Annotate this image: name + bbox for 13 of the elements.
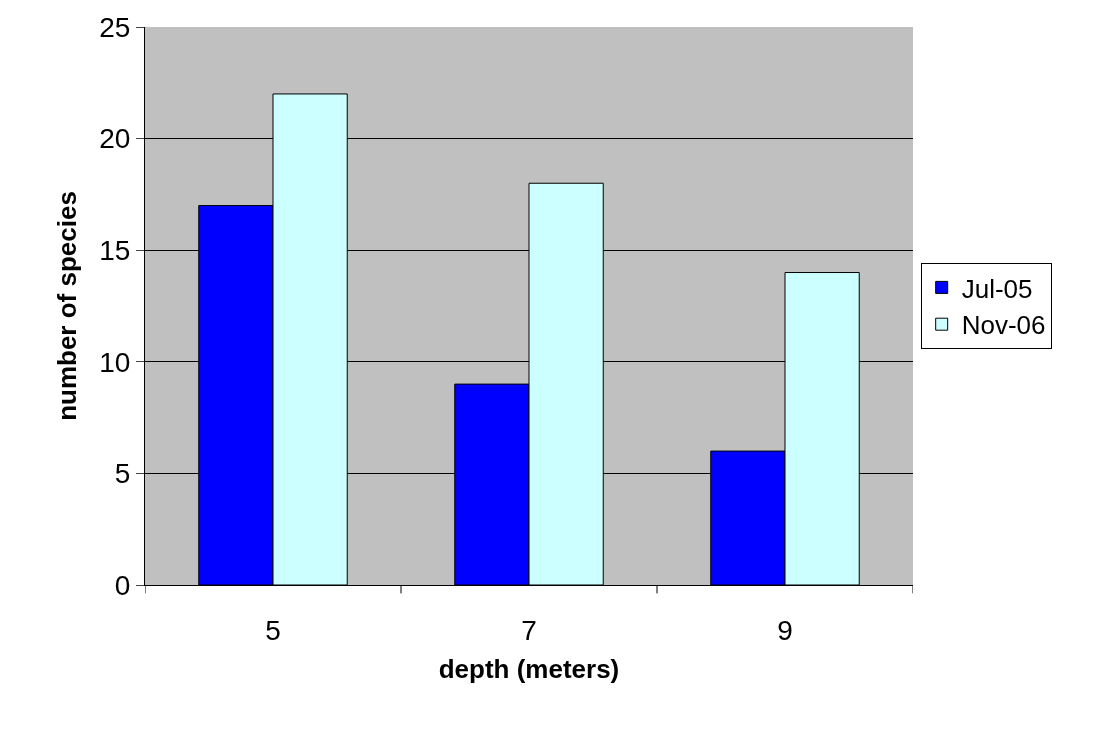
y-tick-label: 0 <box>114 569 131 601</box>
y-tick-label: 20 <box>99 123 131 155</box>
y-tick-label: 15 <box>99 235 131 266</box>
x-tick-label: 5 <box>265 614 281 646</box>
y-tick-label: 25 <box>99 11 131 43</box>
x-tick-label: 7 <box>521 614 537 646</box>
x-tick-label: 9 <box>777 614 793 646</box>
legend-label: Nov-06 <box>961 310 1046 341</box>
legend-label: Jul-05 <box>961 273 1033 304</box>
y-tick-label: 5 <box>114 458 131 490</box>
y-axis-title: number of species <box>51 191 82 421</box>
y-tick-label: 10 <box>99 346 131 378</box>
x-axis-title: depth (meters) <box>438 654 620 685</box>
